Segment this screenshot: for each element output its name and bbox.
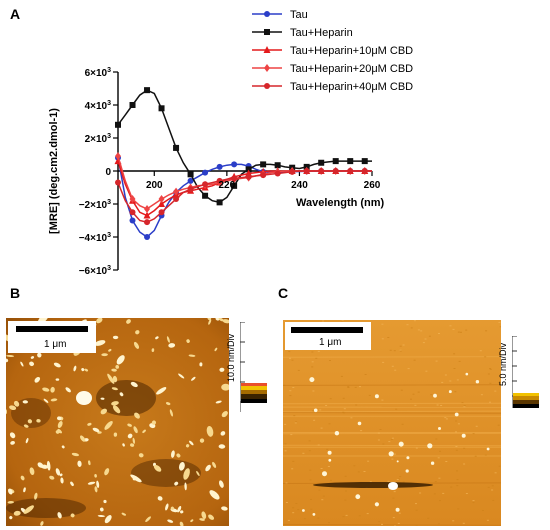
data-point [260,172,267,179]
z-scale-c: 5.0 nm/Div [498,335,542,416]
legend-label: Tau+Heparin [290,27,353,39]
y-tick-label: −6×103 [79,265,111,277]
cd-spectrum-chart: 6×103 4×103 2×103 0 −2×103 −4×103 −6×103 200 220… [48,9,413,277]
data-point [158,209,165,216]
legend-label: Tau [290,9,308,21]
x-tick-label: 200 [146,180,163,191]
scale-bar-line-b [16,326,88,332]
data-point [245,166,252,173]
data-point [303,168,310,174]
scale-bar-label-b: 1 μm [44,339,67,350]
data-point [216,163,223,170]
legend-marker [264,83,270,89]
data-point [245,173,252,180]
data-point [347,158,354,165]
data-point [361,158,368,165]
data-point [231,161,238,168]
chart-axis-labels: 6×103 4×103 2×103 0 −2×103 −4×103 −6×103 200 220… [48,67,385,277]
data-point [129,209,136,216]
data-point [158,200,166,207]
chart-legend: Tau Tau+Heparin Tau+Heparin+10μM CBD Tau+He… [252,9,413,93]
data-point [144,87,151,94]
panel-label-b: B [10,285,21,301]
z-scale-b: 10.0 nm/Div [226,321,270,412]
z-scale-label-c: 5.0 nm/Div [498,342,508,386]
panel-label-a: A [10,6,21,22]
legend-item-2: Tau+Heparin [252,27,353,39]
data-point [187,177,194,184]
data-point [173,144,180,151]
data-point [144,234,151,240]
data-point [129,195,136,204]
data-point [216,199,223,206]
scale-bar-line-c [291,327,363,333]
data-point [115,179,121,186]
y-tick-label: −4×103 [79,232,111,244]
series-5 [115,168,372,226]
legend-marker [264,11,270,17]
data-point [129,217,136,224]
panel-label-c: C [278,285,289,301]
data-point [231,182,238,189]
legend-label: Tau+Heparin+40μM CBD [290,81,413,93]
x-axis-label: Wavelength (nm) [296,197,385,209]
afm-image-b: 1 μm [6,318,229,526]
legend-label: Tau+Heparin+20μM CBD [290,63,413,75]
legend-marker [263,46,271,53]
data-point [158,195,165,204]
data-point [173,187,180,196]
data-point [158,105,165,112]
legend-item-4: Tau+Heparin+20μM CBD [252,63,413,75]
series-2 [115,87,372,206]
legend-label: Tau+Heparin+10μM CBD [290,45,413,57]
legend-item-5: Tau+Heparin+40μM CBD [252,81,413,93]
data-point [231,175,238,182]
scale-bar-label-c: 1 μm [319,337,342,348]
y-tick-label: 2×103 [85,133,112,145]
scale-bar-c: 1 μm [285,322,371,350]
data-point [303,163,310,170]
data-point [187,186,194,193]
y-tick-label: 4×103 [85,100,112,112]
data-point [115,152,121,161]
data-point [260,161,267,168]
y-tick-label: 0 [105,167,111,178]
data-point [361,168,368,174]
data-point [173,196,180,203]
data-point [115,121,121,128]
legend-item-3: Tau+Heparin+10μM CBD [252,45,413,57]
legend-marker [264,64,270,72]
data-point [318,159,325,166]
z-scale-label-b: 10.0 nm/Div [226,333,236,382]
x-tick-label: 260 [364,180,381,191]
data-point [347,168,354,174]
data-point [143,211,151,219]
afm-image-c: 1 μm [283,320,501,526]
data-point [216,177,223,184]
data-point [187,171,194,178]
data-point [202,169,209,176]
data-point [332,158,339,165]
data-point [129,102,136,108]
data-point [274,162,281,169]
x-tick-label: 220 [219,180,236,191]
y-axis-label: [MRE] (deg.cm2.dmol-1) [48,108,60,234]
data-point [144,204,151,213]
scale-bar-b: 1 μm [8,321,96,353]
legend-item-1: Tau [252,9,308,21]
data-point [144,219,151,226]
data-point [202,192,209,199]
y-tick-label: 6×103 [85,67,112,79]
data-point [289,168,296,175]
data-point [202,181,209,188]
y-tick-label: −2×103 [79,199,111,211]
data-point [318,168,325,174]
legend-marker [264,29,270,35]
data-point [332,168,339,174]
x-tick-label: 240 [291,180,308,191]
chart-series [114,87,372,240]
data-point [274,170,281,177]
